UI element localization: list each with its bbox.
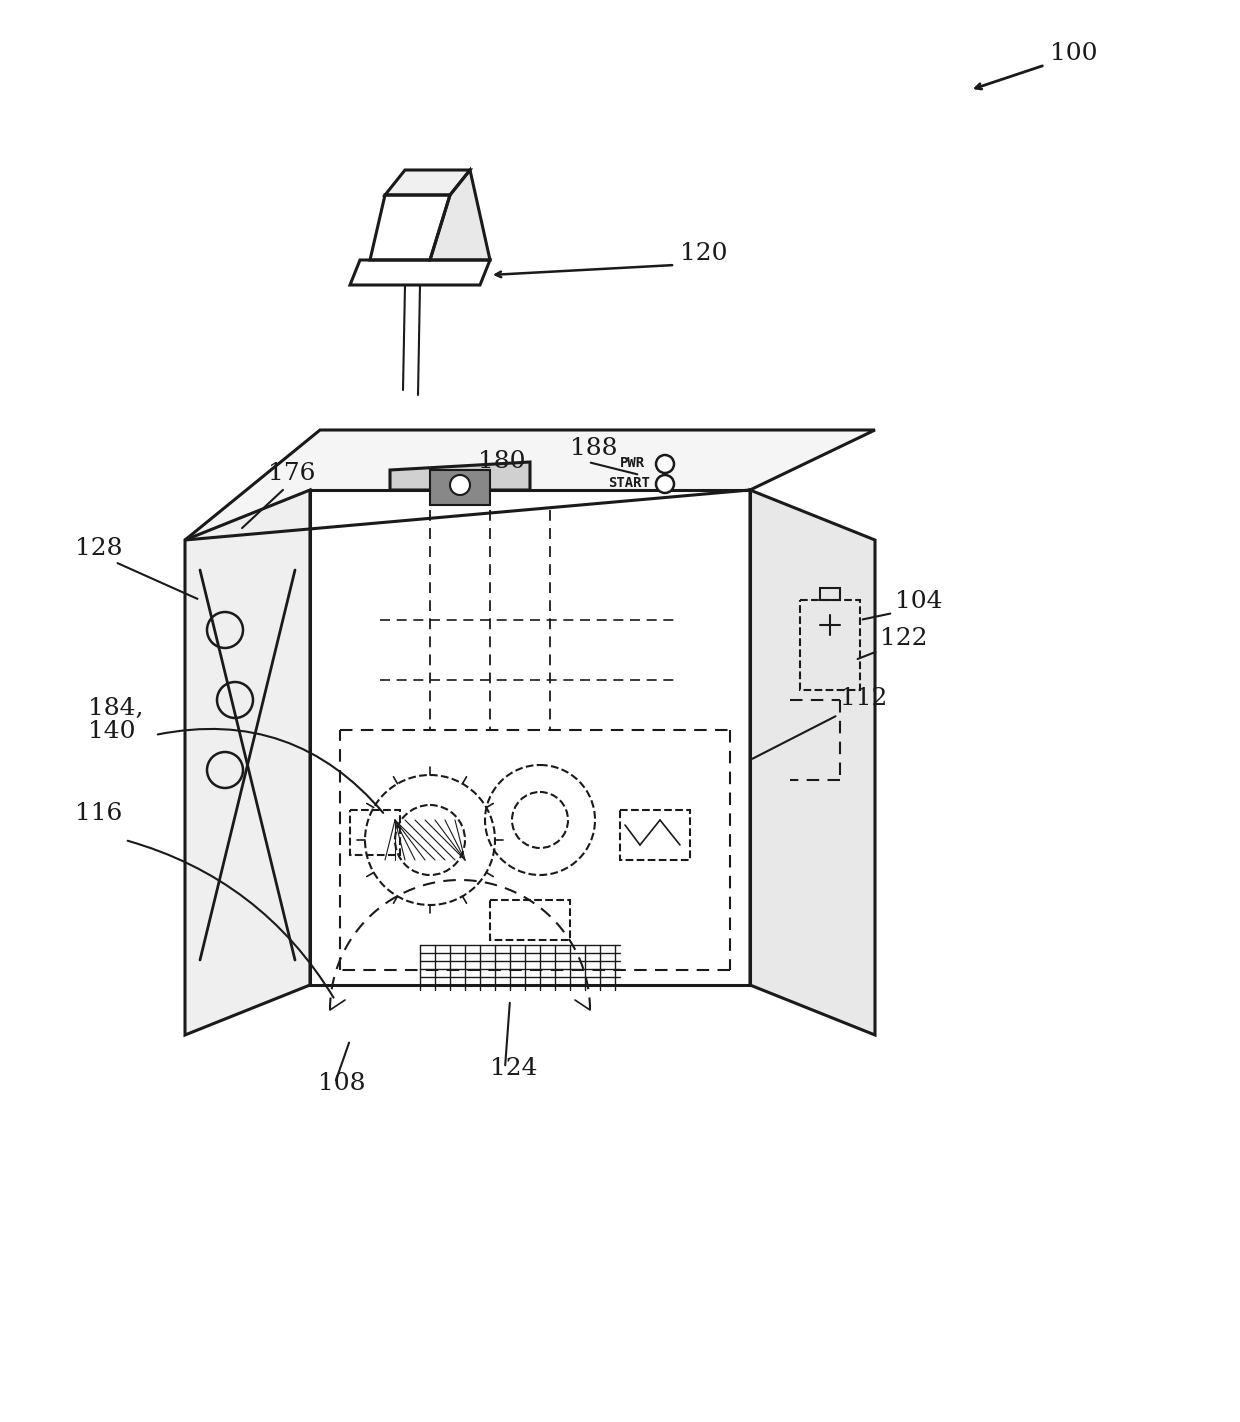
Text: PWR: PWR xyxy=(620,456,645,471)
Text: 128: 128 xyxy=(74,538,123,560)
Text: 122: 122 xyxy=(880,627,928,650)
Text: 120: 120 xyxy=(680,242,728,264)
Circle shape xyxy=(656,455,675,474)
Text: 108: 108 xyxy=(317,1072,366,1095)
Text: 188: 188 xyxy=(570,437,618,459)
Bar xyxy=(820,589,839,600)
Text: 116: 116 xyxy=(74,802,123,825)
Polygon shape xyxy=(384,171,470,195)
Bar xyxy=(620,811,689,860)
Text: 140: 140 xyxy=(88,720,135,744)
Text: 124: 124 xyxy=(490,1057,537,1079)
Polygon shape xyxy=(185,491,310,1035)
Text: 104: 104 xyxy=(895,590,942,613)
Polygon shape xyxy=(370,195,450,260)
Text: 100: 100 xyxy=(1050,43,1097,65)
Bar xyxy=(490,900,570,940)
Polygon shape xyxy=(350,260,490,284)
Bar xyxy=(800,600,861,690)
Circle shape xyxy=(450,475,470,495)
Polygon shape xyxy=(750,491,875,1035)
Text: 112: 112 xyxy=(839,687,888,710)
Polygon shape xyxy=(185,429,875,540)
Text: 176: 176 xyxy=(268,462,315,485)
Circle shape xyxy=(656,475,675,493)
Bar xyxy=(430,471,490,505)
Polygon shape xyxy=(310,491,750,985)
Text: 184,: 184, xyxy=(88,697,144,720)
Bar xyxy=(350,811,401,855)
Polygon shape xyxy=(430,171,490,260)
Polygon shape xyxy=(391,462,529,491)
Text: 180: 180 xyxy=(477,449,526,474)
Text: START: START xyxy=(608,476,650,491)
